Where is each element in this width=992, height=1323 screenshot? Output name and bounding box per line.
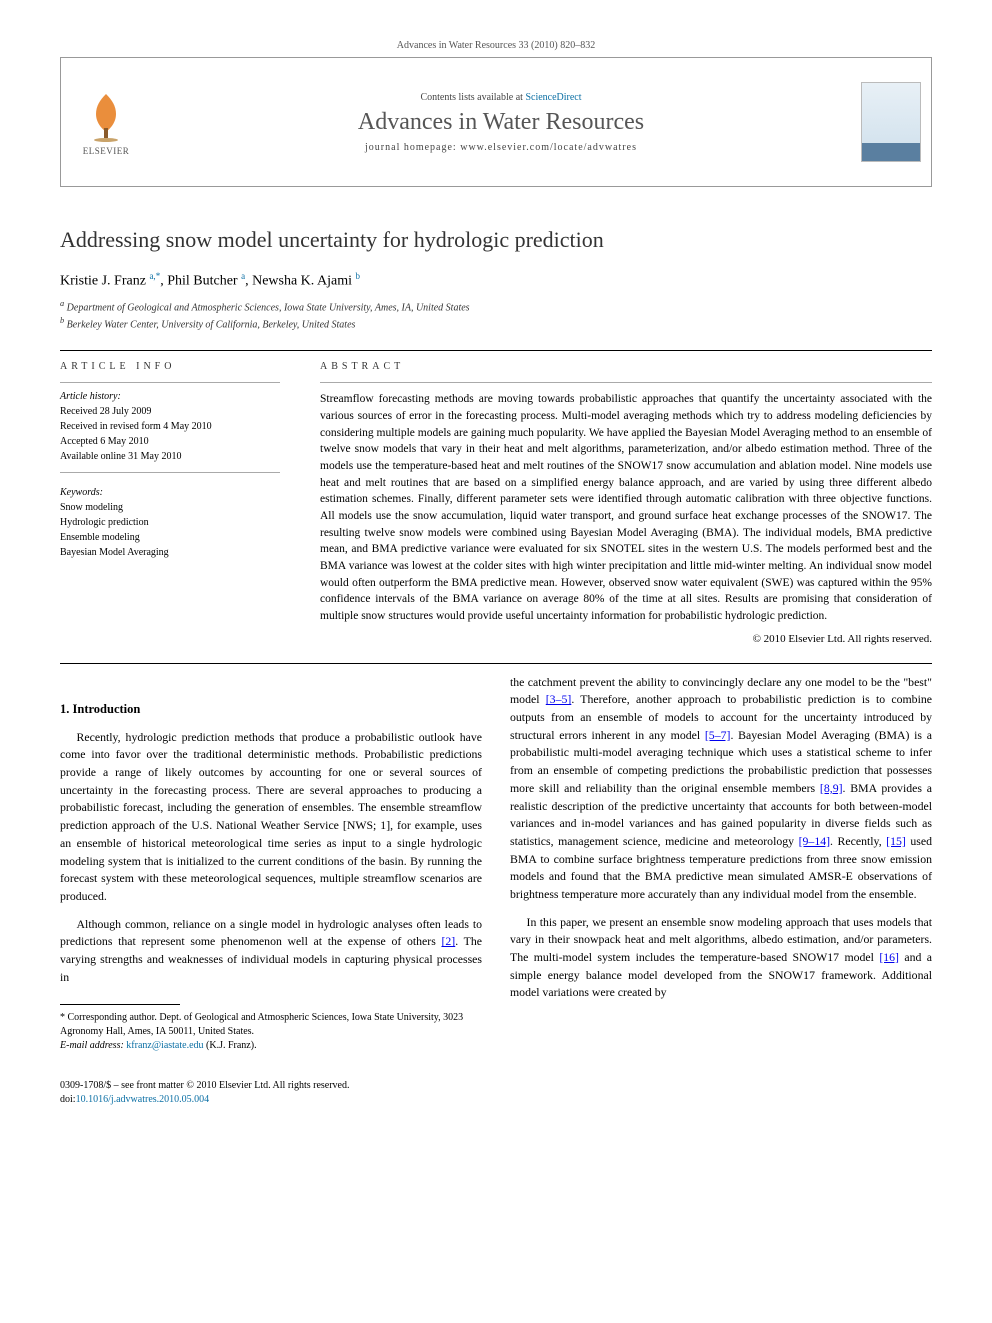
- author-1: Kristie J. Franz: [60, 274, 146, 289]
- contents-prefix: Contents lists available at: [420, 92, 525, 103]
- homepage-url: www.elsevier.com/locate/advwatres: [460, 142, 637, 153]
- journal-title: Advances in Water Resources: [151, 109, 851, 136]
- history-item: Accepted 6 May 2010: [60, 434, 280, 449]
- article-title: Addressing snow model uncertainty for hy…: [60, 227, 932, 253]
- journal-header: ELSEVIER Contents lists available at Sci…: [60, 57, 932, 187]
- citation-link[interactable]: [9–14]: [799, 834, 830, 848]
- citation-link[interactable]: [5–7]: [705, 728, 731, 742]
- footnote-separator: [60, 1004, 180, 1005]
- publisher-name: ELSEVIER: [83, 146, 130, 156]
- divider: [60, 472, 280, 473]
- body-text: Although common, reliance on a single mo…: [60, 917, 482, 949]
- divider: [60, 663, 932, 664]
- keyword: Ensemble modeling: [60, 530, 280, 545]
- abstract-copyright: © 2010 Elsevier Ltd. All rights reserved…: [320, 633, 932, 645]
- article-info-block: article info Article history: Received 2…: [60, 361, 280, 644]
- doi-link[interactable]: 10.1016/j.advwatres.2010.05.004: [76, 1094, 210, 1105]
- divider: [60, 350, 932, 351]
- contents-line: Contents lists available at ScienceDirec…: [151, 92, 851, 103]
- citation-link[interactable]: [3–5]: [546, 692, 572, 706]
- citation-link[interactable]: [16]: [879, 950, 899, 964]
- publisher-logo: ELSEVIER: [61, 58, 151, 186]
- body-paragraph: the catchment prevent the ability to con…: [510, 674, 932, 904]
- corresponding-author-note: * Corresponding author. Dept. of Geologi…: [60, 1011, 482, 1039]
- author-3: Newsha K. Ajami: [252, 274, 352, 289]
- author-2: Phil Butcher: [167, 274, 237, 289]
- divider: [320, 382, 932, 383]
- citation-link[interactable]: [15]: [886, 834, 906, 848]
- homepage-prefix: journal homepage:: [365, 142, 460, 153]
- aff-a: Department of Geological and Atmospheric…: [64, 302, 469, 313]
- email-tail: (K.J. Franz).: [204, 1040, 257, 1051]
- keyword: Hydrologic prediction: [60, 515, 280, 530]
- body-paragraph: Recently, hydrologic prediction methods …: [60, 729, 482, 906]
- elsevier-tree-icon: [78, 88, 134, 144]
- email-link[interactable]: kfranz@iastate.edu: [126, 1040, 203, 1051]
- abstract-text: Streamflow forecasting methods are movin…: [320, 391, 932, 624]
- authors-line: Kristie J. Franz a,*, Phil Butcher a, Ne…: [60, 271, 932, 290]
- abstract-heading: abstract: [320, 361, 932, 372]
- history-label: Article history:: [60, 391, 280, 402]
- keyword: Bayesian Model Averaging: [60, 545, 280, 560]
- author-3-aff: b: [356, 271, 361, 281]
- keyword: Snow modeling: [60, 500, 280, 515]
- sciencedirect-link[interactable]: ScienceDirect: [525, 92, 581, 103]
- body-paragraph: In this paper, we present an ensemble sn…: [510, 914, 932, 1002]
- abstract-block: abstract Streamflow forecasting methods …: [320, 361, 932, 644]
- section-heading-intro: 1. Introduction: [60, 702, 482, 717]
- page-footer: 0309-1708/$ – see front matter © 2010 El…: [60, 1079, 932, 1107]
- journal-citation: Advances in Water Resources 33 (2010) 82…: [60, 40, 932, 51]
- divider: [60, 382, 280, 383]
- history-item: Available online 31 May 2010: [60, 449, 280, 464]
- issn-line: 0309-1708/$ – see front matter © 2010 El…: [60, 1079, 932, 1093]
- cover-image-icon: [861, 82, 921, 162]
- article-info-heading: article info: [60, 361, 280, 372]
- citation-link[interactable]: [8,9]: [820, 781, 843, 795]
- keywords-label: Keywords:: [60, 487, 280, 498]
- email-label: E-mail address:: [60, 1040, 126, 1051]
- doi-label: doi:: [60, 1094, 76, 1105]
- footnotes: * Corresponding author. Dept. of Geologi…: [60, 1011, 482, 1053]
- body-text: In this paper, we present an ensemble sn…: [510, 915, 932, 964]
- affiliations: a Department of Geological and Atmospher…: [60, 298, 932, 333]
- body-paragraph: Although common, reliance on a single mo…: [60, 916, 482, 987]
- history-item: Received in revised form 4 May 2010: [60, 419, 280, 434]
- history-item: Received 28 July 2009: [60, 404, 280, 419]
- body-text: . Recently,: [830, 834, 886, 848]
- citation-link[interactable]: [2]: [441, 934, 455, 948]
- journal-homepage: journal homepage: www.elsevier.com/locat…: [151, 142, 851, 153]
- aff-b: Berkeley Water Center, University of Cal…: [64, 319, 355, 330]
- journal-cover-thumb: [851, 58, 931, 186]
